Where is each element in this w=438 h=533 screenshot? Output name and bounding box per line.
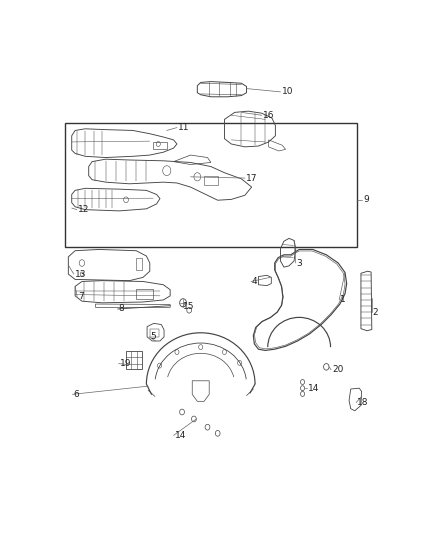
Text: 5: 5: [150, 333, 156, 341]
Text: 9: 9: [363, 195, 369, 204]
Text: 14: 14: [308, 384, 320, 393]
Text: 3: 3: [297, 259, 303, 268]
Text: 17: 17: [246, 174, 258, 183]
Bar: [65, 124, 357, 247]
Text: 19: 19: [120, 359, 131, 368]
Text: 15: 15: [183, 302, 194, 311]
Text: 14: 14: [175, 431, 186, 440]
Bar: [151, 329, 159, 337]
Text: 20: 20: [332, 365, 343, 374]
Bar: [153, 142, 167, 149]
Text: 8: 8: [119, 304, 124, 313]
Bar: [136, 289, 153, 298]
Bar: [204, 176, 218, 185]
Text: 1: 1: [340, 295, 346, 304]
Text: 16: 16: [263, 111, 274, 120]
Text: 10: 10: [282, 87, 293, 96]
Text: 2: 2: [373, 308, 378, 317]
Text: 12: 12: [78, 205, 89, 214]
Text: 4: 4: [252, 277, 258, 286]
Bar: [136, 257, 142, 270]
Text: 13: 13: [75, 270, 86, 279]
Text: 11: 11: [178, 123, 190, 132]
Text: 18: 18: [357, 398, 369, 407]
Text: 7: 7: [78, 292, 84, 301]
Text: 6: 6: [74, 390, 79, 399]
Bar: [126, 351, 142, 369]
